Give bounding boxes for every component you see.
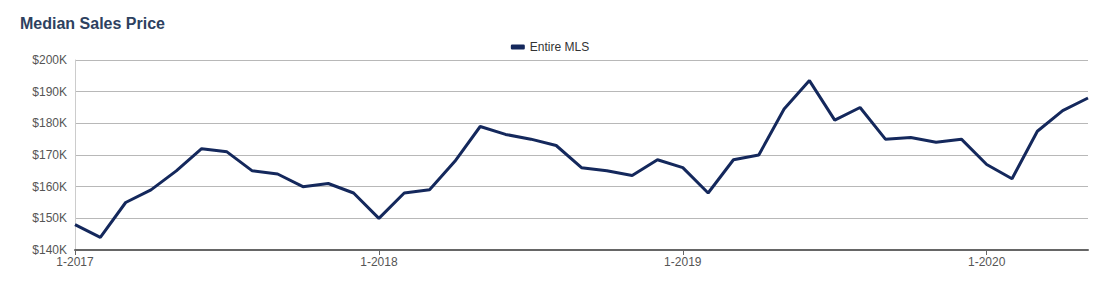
- svg-text:$150K: $150K: [32, 211, 67, 225]
- svg-text:$180K: $180K: [32, 116, 67, 130]
- svg-text:$200K: $200K: [32, 53, 67, 67]
- svg-text:Entire MLS: Entire MLS: [530, 40, 589, 54]
- svg-text:$190K: $190K: [32, 85, 67, 99]
- svg-text:$170K: $170K: [32, 148, 67, 162]
- svg-text:1-2020: 1-2020: [968, 255, 1006, 269]
- svg-text:1-2018: 1-2018: [360, 255, 398, 269]
- svg-text:1-2017: 1-2017: [56, 255, 94, 269]
- svg-text:$160K: $160K: [32, 180, 67, 194]
- svg-text:$140K: $140K: [32, 243, 67, 257]
- svg-text:1-2019: 1-2019: [664, 255, 702, 269]
- svg-text:Median Sales Price: Median Sales Price: [20, 15, 165, 32]
